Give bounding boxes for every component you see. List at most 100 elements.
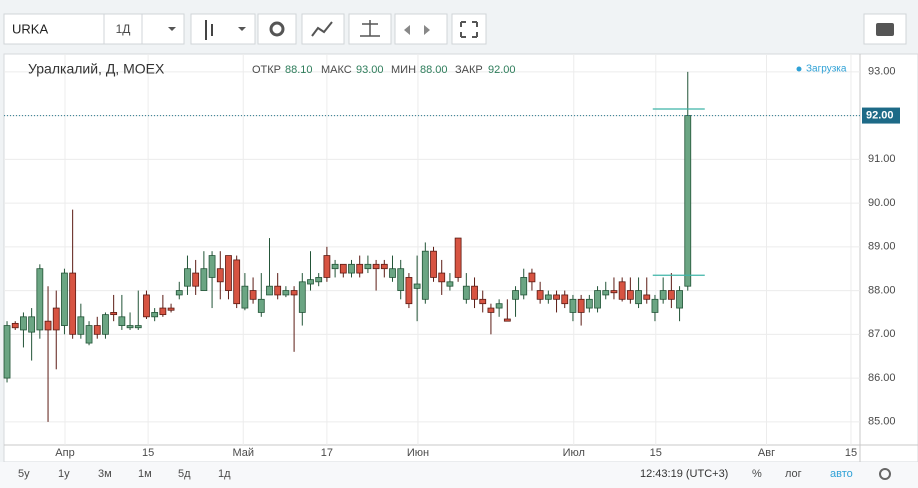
x-tick-label: Авг: [758, 447, 775, 459]
y-tick-label: 85.00: [868, 416, 896, 428]
last-price-label: 92.00: [866, 109, 894, 121]
candle-body: [233, 259, 241, 305]
candle-body: [298, 281, 306, 313]
fullscreen-icon: [460, 21, 478, 38]
candle-body: [118, 316, 126, 326]
range-button[interactable]: 1y: [58, 468, 70, 480]
range-button[interactable]: 1м: [138, 468, 152, 480]
fullscreen-button[interactable]: [451, 13, 487, 45]
symbol-box[interactable]: [3, 13, 105, 45]
range-button[interactable]: 5д: [178, 468, 191, 480]
x-tick-label: Июл: [563, 447, 585, 459]
candle-body: [274, 285, 282, 296]
candle-body: [676, 290, 683, 309]
candle-body: [577, 298, 585, 313]
status: Загрузка: [806, 64, 847, 75]
legend-value: 93.00: [356, 64, 384, 76]
interval-button[interactable]: [103, 13, 143, 45]
range-button[interactable]: 5y: [18, 468, 30, 480]
candle-body: [323, 255, 331, 278]
percent-toggle[interactable]: %: [752, 468, 762, 480]
camera-icon: [876, 23, 894, 36]
y-tick-label: 91.00: [868, 153, 896, 165]
candle-body: [405, 277, 413, 305]
candle-body: [134, 325, 142, 329]
x-tick-label: 15: [142, 447, 154, 459]
x-tick-label: Апр: [55, 447, 74, 459]
candles: [3, 71, 860, 422]
candle-body: [282, 290, 290, 296]
x-tick-label: 17: [321, 447, 333, 459]
candle-body: [339, 263, 347, 274]
candle-body: [569, 298, 577, 313]
candle-body: [561, 294, 569, 305]
candle-body: [208, 255, 216, 278]
candle-body: [290, 290, 298, 296]
candle-body: [257, 298, 265, 313]
settings-button[interactable]: [257, 13, 297, 45]
y-tick-label: 89.00: [868, 241, 896, 253]
candle-body: [413, 283, 421, 289]
footer: [0, 462, 918, 488]
clock: 12:43:19 (UTC+3): [640, 468, 728, 480]
legend-value: 88.10: [285, 64, 313, 76]
range-button[interactable]: 3м: [98, 468, 112, 480]
x-tick-label: 15: [650, 447, 662, 459]
log-toggle[interactable]: лог: [785, 468, 802, 480]
x-tick-label: Май: [232, 447, 254, 459]
candle-body: [528, 272, 536, 283]
candle-body: [397, 268, 405, 291]
candle-body: [454, 237, 462, 278]
candle-body: [626, 290, 634, 300]
interval-menu[interactable]: [141, 13, 185, 45]
candle-body: [331, 263, 339, 270]
dropdown-icon: [238, 27, 246, 31]
candle-body: [307, 279, 314, 285]
candle-body: [36, 268, 44, 331]
legend-label: МИН: [391, 64, 416, 76]
indicators-button[interactable]: [301, 13, 345, 45]
candle-body: [249, 290, 257, 300]
auto-toggle[interactable]: авто: [830, 468, 853, 480]
footer-settings[interactable]: [879, 468, 891, 480]
chart-style-button[interactable]: [190, 13, 256, 45]
candle-body: [610, 290, 618, 294]
candle-body: [471, 285, 478, 300]
chart-title: Уралкалий, Д, MOEX: [28, 61, 165, 77]
y-tick-label: 90.00: [868, 197, 896, 209]
grid: [4, 54, 860, 445]
candle-body: [520, 277, 528, 296]
candle-body: [266, 285, 273, 296]
candle-body: [315, 277, 323, 283]
candle-body: [126, 325, 134, 329]
candle-body: [20, 316, 27, 331]
candle-body: [380, 263, 388, 270]
indicators-icon: [311, 21, 333, 37]
candle-body: [487, 307, 495, 313]
candle-body: [446, 281, 454, 287]
range-button[interactable]: 1д: [218, 468, 231, 480]
candle-body: [175, 290, 183, 296]
candle-body: [159, 307, 167, 316]
candle-body: [143, 294, 150, 318]
candle-body: [602, 290, 610, 296]
candle-body: [200, 268, 208, 291]
compare-icon: [360, 20, 380, 37]
last-price-box: [862, 107, 900, 124]
candle-body: [61, 272, 68, 326]
candle-body: [110, 312, 118, 316]
candle-body: [389, 268, 396, 278]
candle-body: [544, 294, 552, 300]
undo-redo[interactable]: [394, 13, 448, 45]
candle-body: [77, 316, 85, 335]
candle-body: [462, 285, 470, 300]
legend-value: 92.00: [488, 64, 516, 76]
candle-body: [618, 281, 626, 300]
interval: 1Д: [116, 22, 131, 36]
candle-body: [364, 263, 372, 270]
candle-body: [438, 272, 446, 283]
candle-body: [184, 268, 191, 287]
candle-body: [635, 290, 642, 305]
candle-body: [512, 290, 519, 300]
